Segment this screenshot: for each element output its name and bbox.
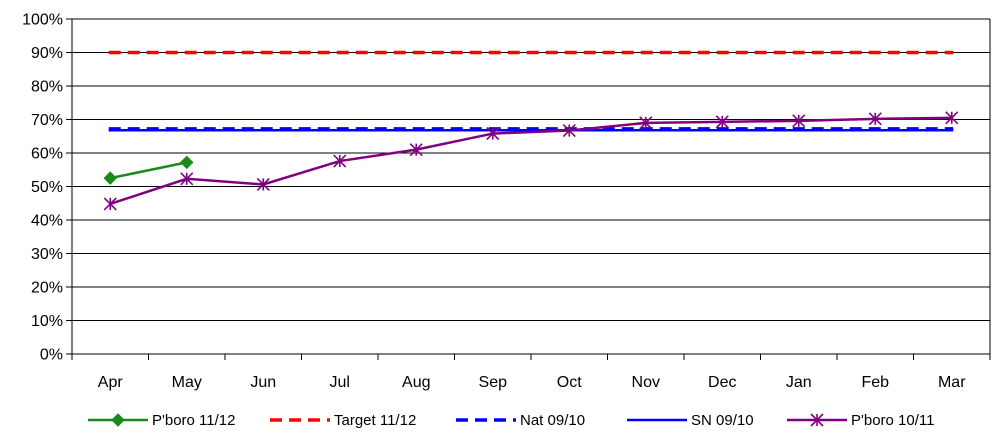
y-tick-label: 40% <box>31 213 63 230</box>
data-point <box>103 171 117 185</box>
y-tick-label: 70% <box>31 112 63 129</box>
x-tick-label: Aug <box>402 374 430 391</box>
data-point <box>409 143 423 157</box>
legend-label: P'boro 10/11 <box>851 412 934 429</box>
legend-item: P'boro 11/12 <box>88 412 235 429</box>
series-lines <box>103 50 959 211</box>
legend-label: SN 09/10 <box>691 412 754 429</box>
x-tick-label: Apr <box>98 374 124 391</box>
legend-item: Target 11/12 <box>270 412 416 429</box>
series-p-boro-10-11 <box>103 111 959 211</box>
y-tick-label: 90% <box>31 45 63 62</box>
y-tick-label: 0% <box>40 347 63 364</box>
data-point <box>180 172 194 186</box>
legend-label: Nat 09/10 <box>520 412 585 429</box>
x-tick-label: May <box>172 374 202 391</box>
legend-label: Target 11/12 <box>334 412 416 429</box>
x-tick-label: Oct <box>557 374 582 391</box>
x-tick-label: Jul <box>330 374 350 391</box>
series-line <box>109 116 952 206</box>
x-tick-label: Mar <box>938 374 966 391</box>
axes: 0% 10% 20% 30% 40% 50% 60% 70% 80% 90% 100% Apr May J… <box>22 12 991 391</box>
data-point <box>562 123 576 138</box>
x-tick-label: Nov <box>632 374 660 391</box>
data-point <box>256 177 270 192</box>
y-tick-label: 50% <box>31 179 63 196</box>
legend-item: Nat 09/10 <box>456 412 585 429</box>
legend-marker <box>810 413 824 427</box>
series-line <box>109 161 188 180</box>
legend-item: SN 09/10 <box>627 412 754 429</box>
legend-label: P'boro 11/12 <box>152 412 235 429</box>
series-p-boro-11-12 <box>103 155 194 185</box>
data-point <box>945 111 959 125</box>
data-point <box>103 197 117 211</box>
legend-marker <box>111 413 125 427</box>
x-tick-label: Jan <box>786 374 812 391</box>
y-tick-label: 60% <box>31 146 63 163</box>
gridlines <box>72 18 990 355</box>
y-tick-label: 30% <box>31 246 63 263</box>
y-tick-label: 10% <box>31 313 63 330</box>
data-point <box>868 112 882 126</box>
data-point <box>180 155 194 170</box>
x-tick-label: Feb <box>861 374 889 391</box>
data-point <box>486 127 500 141</box>
x-tick-label: Jun <box>250 374 276 391</box>
data-point <box>792 114 806 128</box>
legend-item: P'boro 10/11 <box>787 412 934 429</box>
y-tick-label: 80% <box>31 79 63 96</box>
y-tick-label: 20% <box>31 280 63 297</box>
data-point <box>639 116 653 130</box>
data-point <box>333 154 347 168</box>
legend: P'boro 11/12 Target 11/12 Nat 09/10 SN 09/1… <box>88 412 934 429</box>
x-tick-label: Sep <box>479 374 508 391</box>
data-point <box>715 115 729 129</box>
x-tick-label: Dec <box>708 374 736 391</box>
y-tick-label: 100% <box>22 12 63 29</box>
